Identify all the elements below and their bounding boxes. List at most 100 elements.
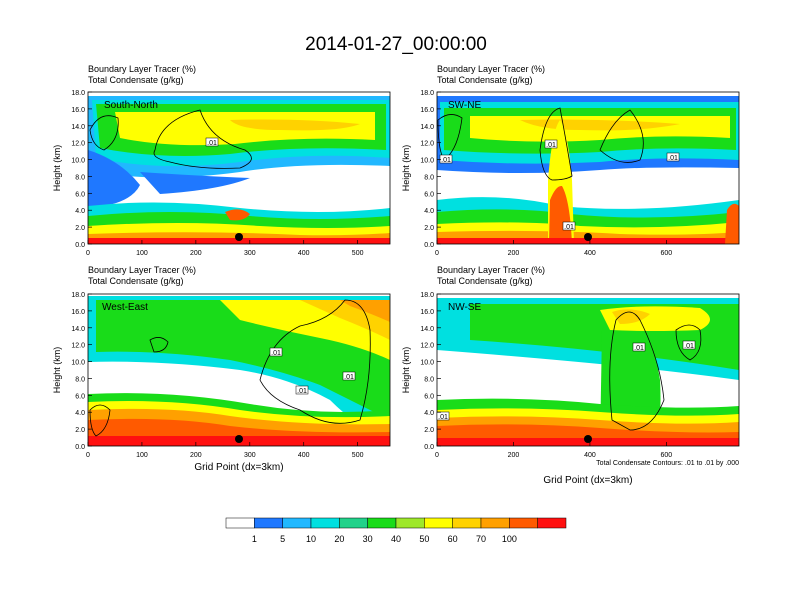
y-tick-label: 14.0 <box>71 124 85 131</box>
y-tick-label: 18.0 <box>71 90 85 97</box>
x-tick-label: 0 <box>86 250 90 257</box>
y-tick-label: 10.0 <box>71 158 85 165</box>
x-axis-label: Grid Point (dx=3km) <box>543 475 632 486</box>
panel-name: SW-NE <box>448 100 481 111</box>
colorbar-swatch <box>367 517 397 529</box>
y-tick-label: 2.0 <box>424 427 434 434</box>
y-tick-label: 14.0 <box>420 124 434 131</box>
y-axis-ticks: 0.0 2.0 4.0 6.0 8.0 10.0 12.0 14.0 16.0 18.0 <box>420 90 441 249</box>
x-tick-label: 100 <box>136 452 148 459</box>
x-tick-label: 0 <box>86 452 90 459</box>
y-tick-label: 6.0 <box>75 191 85 198</box>
panel-name: West-East <box>102 302 148 313</box>
x-tick-label: 600 <box>661 250 673 257</box>
y-tick-label: 8.0 <box>424 174 434 181</box>
field-right-edge-red <box>725 203 739 244</box>
x-tick-label: 0 <box>435 250 439 257</box>
contour-label: .01 <box>344 374 354 381</box>
colorbar-swatch <box>395 517 425 529</box>
y-tick-label: 4.0 <box>75 208 85 215</box>
contour-labels: .01 .01 .01 <box>436 340 696 421</box>
panel-frame <box>436 293 740 447</box>
x-tick-label: 200 <box>190 452 202 459</box>
y-tick-label: 18.0 <box>420 90 434 97</box>
x-axis-label: Grid Point (dx=3km) <box>194 462 283 473</box>
contour-label: .01 <box>297 388 307 395</box>
contour-label: .01 <box>207 140 217 147</box>
colorbar-swatch <box>424 517 453 529</box>
y-tick-label: 0.0 <box>75 242 85 249</box>
colorbar-label: 20 <box>334 534 344 544</box>
y-tick-label: 0.0 <box>424 444 434 451</box>
x-tick-label: 400 <box>298 250 310 257</box>
contour-line <box>89 115 119 151</box>
colorbar-swatch <box>537 517 567 529</box>
contour-line <box>89 404 111 437</box>
y-tick-label: 12.0 <box>420 141 434 148</box>
y-tick-label: 6.0 <box>424 191 434 198</box>
colorbar-label: 60 <box>448 534 458 544</box>
x-tick-label: 400 <box>298 452 310 459</box>
y-tick-label: 10.0 <box>420 158 434 165</box>
location-marker <box>235 435 243 443</box>
field-hotspot <box>225 209 250 221</box>
contour-label: .01 <box>438 414 448 421</box>
y-tick-label: 2.0 <box>75 225 85 232</box>
colorbar-swatch <box>310 517 340 529</box>
x-tick-label: 100 <box>136 250 148 257</box>
x-tick-label: 500 <box>352 452 364 459</box>
colorbar-swatch <box>225 517 255 529</box>
y-tick-label: 4.0 <box>424 410 434 417</box>
y-tick-label: 14.0 <box>71 326 85 333</box>
panel-header-line1: Boundary Layer Tracer (%) <box>437 265 545 275</box>
y-tick-label: 10.0 <box>420 360 434 367</box>
y-tick-label: 6.0 <box>424 393 434 400</box>
y-tick-label: 16.0 <box>71 309 85 316</box>
y-tick-label: 16.0 <box>71 107 85 114</box>
y-tick-label: 0.0 <box>424 242 434 249</box>
location-marker <box>584 435 592 443</box>
contour-label: .01 <box>441 157 451 164</box>
field-band-upper-gold <box>612 309 650 324</box>
x-tick-label: 400 <box>584 452 596 459</box>
field-band-upper-yellow <box>115 112 375 146</box>
colorbar-label: 1 <box>252 534 257 544</box>
y-tick-label: 16.0 <box>420 107 434 114</box>
contour-labels: .01 .01 .01 <box>269 347 356 395</box>
y-tick-label: 2.0 <box>424 225 434 232</box>
contour-line <box>437 114 463 161</box>
x-axis-ticks: 0 100 200 300 400 500 <box>86 442 364 459</box>
x-tick-label: 400 <box>584 250 596 257</box>
y-tick-label: 6.0 <box>75 393 85 400</box>
field-patch-mid-blue <box>140 172 250 194</box>
panel-frame <box>87 91 391 245</box>
y-axis-label: Height (km) <box>401 347 411 394</box>
panel-nw-se: Boundary Layer Tracer (%) Total Condensa… <box>401 265 740 486</box>
colorbar-swatch <box>339 517 368 529</box>
contour-label: .01 <box>546 142 556 149</box>
panel-header-line2: Total Condensate (g/kg) <box>437 75 533 85</box>
y-axis-ticks: 0.0 2.0 4.0 6.0 8.0 10.0 12.0 14.0 16.0 18.0 <box>420 292 441 451</box>
figure-title: 2014-01-27_00:00:00 <box>305 34 487 55</box>
panel-header-line2: Total Condensate (g/kg) <box>88 75 184 85</box>
y-tick-label: 8.0 <box>424 376 434 383</box>
panel-sw-ne: Boundary Layer Tracer (%) Total Condensa… <box>401 64 740 257</box>
panel-name: NW-SE <box>448 302 481 313</box>
colorbar-swatch <box>480 517 510 529</box>
y-tick-label: 8.0 <box>75 376 85 383</box>
contour-note: Total Condensate Contours: .01 to .01 by… <box>596 460 739 467</box>
x-tick-label: 600 <box>661 452 673 459</box>
location-marker <box>235 233 243 241</box>
y-tick-label: 16.0 <box>420 309 434 316</box>
x-axis-ticks: 0 200 400 600 <box>435 442 672 459</box>
panel-header-line2: Total Condensate (g/kg) <box>437 276 533 286</box>
panel-frame <box>87 293 391 447</box>
x-axis-ticks: 0 200 400 600 <box>435 240 672 257</box>
contour-line <box>609 311 665 431</box>
contour-label: .01 <box>271 350 281 357</box>
y-tick-label: 4.0 <box>424 208 434 215</box>
y-tick-label: 4.0 <box>75 410 85 417</box>
colorbar-swatch <box>509 517 538 529</box>
y-tick-label: 18.0 <box>420 292 434 299</box>
contour-labels: .01 <box>205 137 219 147</box>
